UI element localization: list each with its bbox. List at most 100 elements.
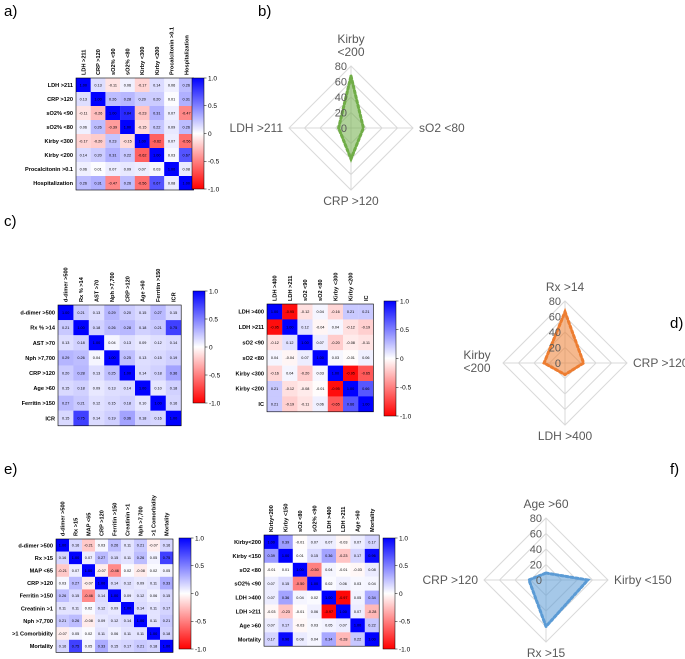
heatmap-cell [165, 335, 182, 351]
heatmap-cell-value: 0.03 [311, 624, 318, 628]
heatmap-cell [327, 304, 344, 320]
radar-tick-label: 80 [549, 296, 561, 308]
heatmap-cell-value: 0.01 [168, 97, 175, 101]
heatmap-cell-value: 0.26 [137, 556, 144, 560]
heatmap-cell [327, 381, 344, 397]
heatmap-col-label: sO2% <80 [125, 48, 131, 75]
heatmap-cell [292, 535, 308, 550]
heatmap-cell-value: 0.16 [59, 556, 66, 560]
heatmap-cell-value: 0.01 [94, 167, 101, 171]
heatmap-cell [58, 320, 74, 336]
heatmap-cell-value: 0.15 [111, 644, 118, 648]
heatmap-cell-value: -0.12 [270, 341, 279, 345]
heatmap-row-label: Age >60 [33, 386, 55, 392]
heatmap-cell [121, 564, 135, 577]
heatmap-cell [321, 562, 337, 577]
heatmap-cell [134, 576, 148, 590]
colorbar-tick-label: 1.0 [400, 298, 409, 305]
heatmap-cell [327, 319, 344, 335]
heatmap-cell-value: 1.00 [85, 569, 92, 573]
heatmap-cell [56, 589, 70, 603]
colorbar-tick-label: 1.0 [209, 288, 218, 295]
heatmap-cell-value: 1.00 [108, 356, 115, 360]
radar-axis-label: LDH >400 [538, 429, 593, 443]
heatmap-cell-value: -0.04 [316, 325, 325, 329]
heatmap-cell [147, 614, 161, 628]
heatmap-col-label: >1 Comorbidity [152, 494, 158, 536]
heatmap-cell [147, 602, 161, 615]
heatmap-row-label: Kirby <300 [45, 139, 73, 145]
heatmap-cell-value: 1.00 [59, 544, 66, 548]
heatmap-cell-value: 1.00 [311, 582, 318, 586]
heatmap-cell [164, 134, 180, 149]
heatmap-cell [134, 564, 148, 577]
heatmap-cell-value: -0.26 [94, 111, 103, 115]
heatmap-cell [264, 632, 279, 647]
heatmap-cell [343, 319, 359, 335]
heatmap-cell-value: 0.75 [163, 556, 170, 560]
heatmap-cell [278, 535, 293, 550]
heatmap-cell-value: 0.13 [139, 356, 146, 360]
heatmap-cell [350, 576, 365, 591]
radar-tick-label: 40 [335, 92, 347, 104]
heatmap-cell [108, 602, 122, 615]
heatmap-cell-value: -0.01 [316, 387, 325, 391]
heatmap-cell-value: 0.31 [153, 111, 160, 115]
radar-tick-label: 20 [549, 343, 561, 355]
heatmap-cell [343, 350, 359, 366]
heatmap-cell-value: -0.62 [138, 153, 147, 157]
heatmap-col-label: ICR [172, 292, 178, 302]
heatmap-cell [108, 627, 122, 640]
heatmap-cell [165, 395, 182, 411]
heatmap-cell [336, 535, 351, 550]
heatmap-cell-value: 0.21 [137, 644, 144, 648]
heatmap-cell-value: -0.12 [285, 387, 294, 391]
heatmap-cell [134, 639, 148, 653]
heatmap-cell-value: 0.17 [354, 554, 361, 558]
heatmap-cell [312, 396, 328, 412]
heatmap-cell-value: 0.31 [183, 97, 190, 101]
heatmap-cell-value: 0.06 [80, 167, 87, 171]
heatmap-cell-value: 0.16 [72, 544, 79, 548]
radar-axis-label-text: Kirby [463, 348, 490, 362]
heatmap-cell-value: 1.00 [170, 417, 177, 421]
heatmap-cell [278, 618, 293, 633]
heatmap-cell-value: 0.06 [124, 83, 131, 87]
heatmap-row-label: Ferritin >150 [20, 594, 53, 600]
heatmap-cell [73, 350, 89, 366]
heatmap-cell [336, 604, 351, 619]
heatmap-col-label: LDH >211 [288, 276, 294, 301]
heatmap-cell [82, 564, 96, 577]
heatmap-cell-value: -0.95 [331, 387, 340, 391]
heatmap-cell [321, 548, 337, 563]
heatmap-col-label: Kirby <150 [284, 504, 290, 532]
radar-axis-label: Rx >14 [546, 280, 585, 294]
heatmap-cell [82, 639, 96, 653]
heatmap-cell [149, 120, 165, 135]
heatmap-col-label: d-dimer >500 [64, 267, 70, 302]
heatmap-cell [119, 320, 136, 336]
heatmap-row-label: Kirby <200 [236, 387, 264, 393]
heatmap-cell-value: 0.21 [271, 402, 278, 406]
heatmap-row-label: AST >70 [33, 341, 55, 347]
heatmap-cell [76, 120, 91, 135]
heatmap-row-label: sO2 <80 [242, 356, 264, 362]
heatmap-cell-value: 0.03 [59, 581, 66, 585]
heatmap-cell [343, 365, 359, 382]
heatmap-cell [134, 551, 148, 565]
heatmap-cell [76, 162, 91, 177]
colorbar-tick-label: 0.5 [195, 563, 204, 570]
heatmap-cell-value: -0.01 [267, 568, 276, 572]
heatmap-cell [134, 162, 150, 177]
heatmap-cell-value: -0.20 [94, 139, 103, 143]
heatmap-col-label: AST >70 [95, 280, 101, 302]
colorbar [191, 77, 205, 190]
heatmap-cell [56, 639, 70, 653]
heatmap-cell-value: 1.00 [124, 607, 131, 611]
heatmap-cell-value: 0.39 [282, 540, 289, 544]
heatmap-cell [104, 305, 120, 321]
radar-axis-label-text: Kirby <150 [614, 573, 672, 587]
radar-axis-label-text: Kirby [337, 32, 364, 46]
heatmap-cell [73, 365, 89, 381]
